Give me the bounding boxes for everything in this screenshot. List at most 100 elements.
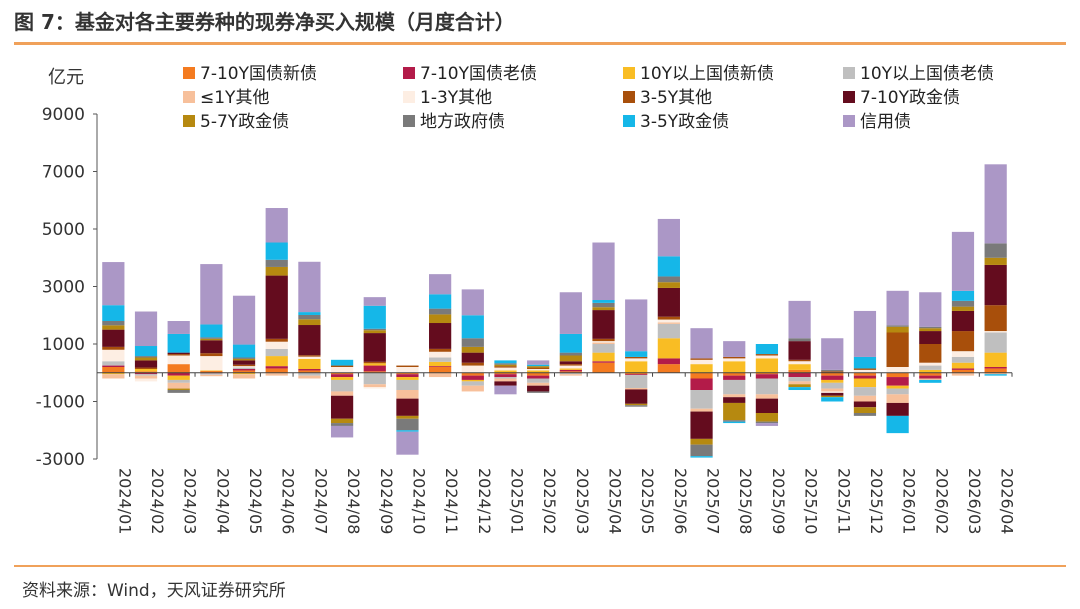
bar-segment: [363, 328, 386, 331]
bar-segment: [200, 370, 223, 372]
legend-label: 3-5Y政金债: [640, 112, 729, 132]
bar-segment: [657, 358, 680, 365]
bar-segment: [429, 367, 452, 373]
bar-segment: [919, 372, 942, 376]
bar-segment: [592, 307, 615, 311]
bar-segment: [298, 312, 321, 315]
bar-segment: [625, 405, 648, 407]
bar-segment: [625, 389, 648, 404]
bar-segment: [298, 355, 321, 357]
bar-segment: [167, 364, 190, 373]
bar-segment: [232, 369, 256, 371]
bar-segment: [853, 387, 877, 396]
legend-swatch: [843, 67, 855, 79]
x-tick-label: 2026/02: [932, 468, 951, 534]
bar-segment: [723, 372, 746, 376]
legend-label: 7-10Y政金债: [860, 88, 960, 108]
stacked-bar-chart: 9000 7000 5000 3000 1000 -1000 -3000 亿元 2024/01 2…: [36, 64, 1017, 534]
bar-segment: [102, 367, 125, 373]
bar-segment: [657, 282, 680, 288]
bar-segment: [951, 331, 975, 352]
bar-segment: [167, 388, 190, 390]
bar-segment: [461, 365, 484, 373]
bar-segment: [690, 456, 713, 458]
bar-segment: [951, 310, 975, 332]
bar-segment: [592, 342, 615, 344]
bar-segment: [592, 344, 615, 353]
bar-segment: [429, 348, 452, 352]
bar-segment: [755, 413, 779, 422]
x-tick-label: 2024/05: [246, 468, 265, 534]
bar-segment: [788, 377, 811, 382]
bar-segment: [919, 326, 942, 329]
bar-segment: [723, 402, 746, 421]
bar-segment: [821, 388, 844, 392]
bar-segment: [298, 370, 321, 373]
bar-segment: [134, 356, 158, 358]
bar-segment: [886, 372, 909, 378]
bar-segment: [232, 366, 256, 368]
bar-segment: [330, 365, 354, 367]
bar-segment: [330, 425, 354, 438]
bar-segment: [429, 323, 452, 349]
bar-segment: [200, 338, 223, 341]
bar-segment: [298, 356, 321, 359]
bar-segment: [755, 354, 779, 356]
bar-segment: [984, 368, 1007, 373]
bar-segment: [363, 384, 386, 388]
bar-segment: [102, 346, 125, 350]
bar-segment: [396, 398, 419, 416]
bar-segment: [396, 379, 419, 390]
bar-segment: [886, 385, 909, 389]
bar-segment: [167, 355, 190, 365]
bar-segment: [461, 385, 484, 392]
bar-segment: [232, 357, 256, 359]
bar-segment: [559, 369, 582, 372]
bar-segment: [429, 294, 452, 309]
x-tick-label: 2025/08: [736, 468, 755, 534]
bar-segment: [723, 358, 746, 362]
bar-segment: [821, 372, 844, 376]
bar-segment: [984, 264, 1007, 306]
bar-segment: [625, 375, 648, 388]
x-tick-label: 2025/12: [867, 468, 886, 534]
bar-segment: [330, 391, 354, 396]
bar-segment: [167, 375, 190, 380]
bar-segment: [330, 367, 354, 373]
bar-segment: [494, 378, 517, 382]
bar-segment: [298, 319, 321, 326]
y-tick-label: 7000: [42, 163, 85, 183]
x-tick-label: 2026/03: [965, 468, 984, 534]
x-tick-label: 2025/02: [540, 468, 559, 534]
bar-segment: [657, 322, 680, 324]
bar-segment: [363, 305, 386, 329]
bar-segment: [755, 358, 779, 373]
bar-segment: [330, 374, 354, 378]
bar-segment: [657, 364, 680, 373]
bar-segment: [232, 370, 256, 373]
bar-segment: [853, 310, 877, 357]
bar-segment: [494, 374, 517, 378]
bar-segment: [919, 331, 942, 344]
chart-title: 图 7：基金对各主要券种的现券净买入规模（月度合计）: [14, 10, 515, 34]
bar-segment: [461, 352, 484, 363]
bar-segment: [592, 362, 615, 373]
bar-segment: [592, 361, 615, 363]
bar-segment: [200, 356, 223, 371]
x-tick-label: 2025/01: [507, 468, 526, 534]
bar-segment: [853, 372, 877, 376]
bar-segment: [919, 328, 942, 332]
bar-segment: [853, 413, 877, 416]
bar-segment: [134, 374, 158, 376]
bar-segment: [330, 359, 354, 366]
bar-segment: [690, 408, 713, 412]
bar-segment: [298, 358, 321, 370]
bar-segment: [396, 390, 419, 399]
bar-segment: [429, 357, 452, 362]
legend-label: 5-7Y政金债: [200, 112, 289, 132]
bar-segment: [527, 385, 550, 392]
bar-segment: [200, 371, 223, 373]
bar-segment: [461, 372, 484, 376]
bar-segment: [167, 333, 190, 353]
bar-segment: [494, 366, 517, 368]
